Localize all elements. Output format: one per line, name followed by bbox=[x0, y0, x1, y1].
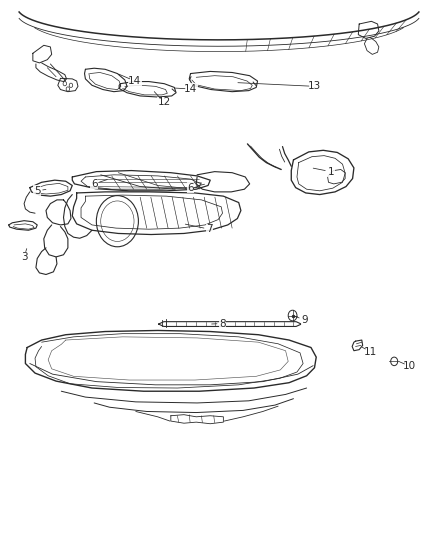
Text: 8: 8 bbox=[219, 319, 226, 328]
Text: 6: 6 bbox=[91, 179, 98, 189]
Text: 10: 10 bbox=[403, 361, 416, 371]
Text: 13: 13 bbox=[308, 82, 321, 91]
Text: 5: 5 bbox=[34, 186, 41, 196]
Text: 11: 11 bbox=[364, 347, 377, 357]
Text: 3: 3 bbox=[21, 252, 28, 262]
Text: 14: 14 bbox=[128, 76, 141, 86]
Text: 9: 9 bbox=[301, 315, 308, 325]
Text: 6: 6 bbox=[187, 183, 194, 192]
Text: 7: 7 bbox=[206, 224, 213, 234]
Text: 14: 14 bbox=[184, 84, 197, 94]
Text: 12: 12 bbox=[158, 98, 171, 107]
Text: 1: 1 bbox=[327, 167, 334, 176]
